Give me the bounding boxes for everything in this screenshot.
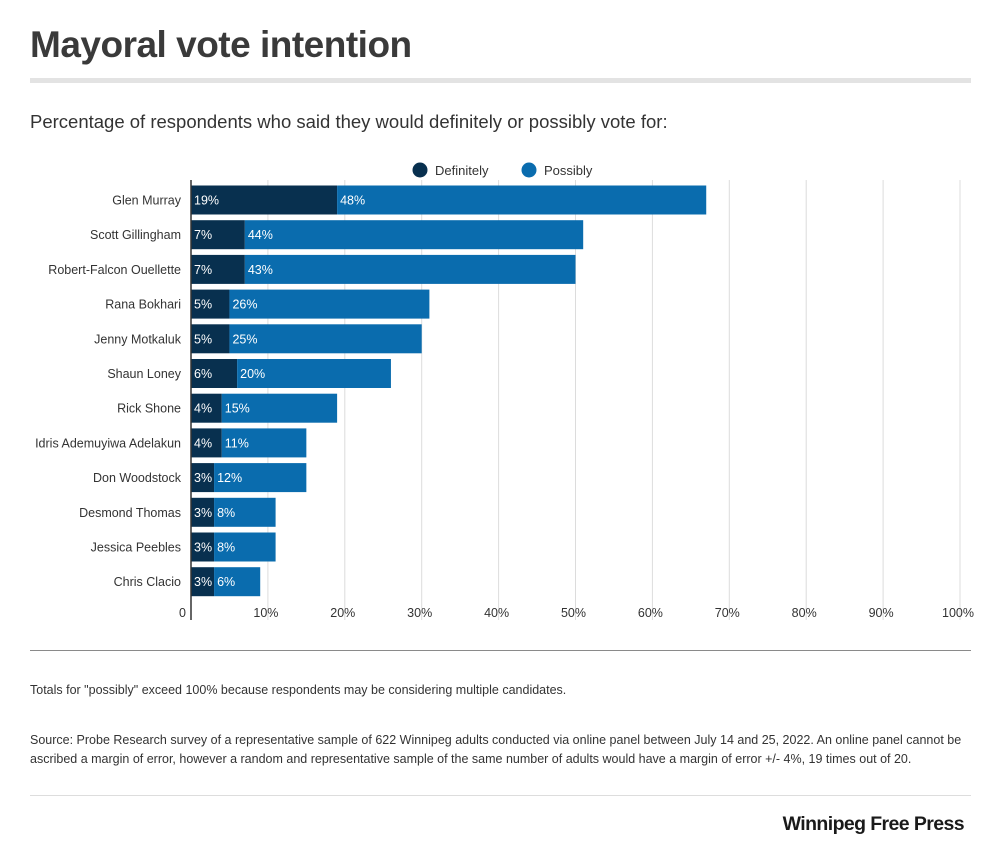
bar-definitely — [191, 359, 238, 388]
x-tick-label: 80% — [792, 606, 817, 620]
page-title: Mayoral vote intention — [30, 24, 412, 65]
category-label: Glen Murray — [112, 194, 182, 208]
bar-definitely — [191, 324, 230, 354]
x-tick-label: 70% — [715, 606, 740, 620]
category-label: Jenny Motkaluk — [94, 332, 182, 346]
x-tick-label: 30% — [407, 606, 432, 620]
x-tick-label: 50% — [561, 606, 586, 620]
bar-possibly — [229, 289, 430, 319]
data-label: 25% — [232, 332, 257, 346]
category-label: Desmond Thomas — [79, 506, 181, 520]
bar-possibly — [244, 220, 584, 250]
data-label: 15% — [225, 402, 250, 416]
category-label: Shaun Loney — [107, 367, 181, 381]
bar-possibly — [244, 254, 576, 284]
category-label: Don Woodstock — [93, 471, 182, 485]
data-label: 48% — [340, 194, 365, 208]
data-label: 7% — [194, 228, 212, 242]
data-label: 3% — [194, 541, 212, 555]
bar-possibly — [214, 532, 276, 562]
bar-definitely — [191, 428, 222, 458]
data-label: 43% — [248, 263, 273, 277]
category-label: Rana Bokhari — [105, 298, 181, 312]
legend-swatch-1 — [521, 162, 537, 178]
category-label: Scott Gillingham — [90, 228, 181, 242]
data-label: 3% — [194, 575, 212, 589]
data-label: 20% — [240, 367, 265, 381]
legend-label-0: Definitely — [435, 163, 489, 178]
bar-definitely — [191, 220, 245, 250]
category-label: Rick Shone — [117, 402, 181, 416]
data-label: 5% — [194, 298, 212, 312]
source-note: Source: Probe Research survey of a repre… — [30, 733, 962, 766]
data-label: 19% — [194, 194, 219, 208]
category-label: Jessica Peebles — [91, 541, 181, 555]
x-tick-label: 60% — [638, 606, 663, 620]
bar-possibly — [214, 567, 261, 597]
brand-logo: Winnipeg Free Press — [782, 813, 965, 835]
bar-possibly — [214, 497, 276, 527]
bar-possibly — [221, 393, 338, 423]
data-label: 26% — [232, 298, 257, 312]
bar-definitely — [191, 532, 215, 562]
data-label: 8% — [217, 506, 235, 520]
bar-definitely — [191, 567, 215, 597]
data-label: 3% — [194, 471, 212, 485]
bar-possibly — [337, 185, 707, 215]
data-label: 12% — [217, 471, 242, 485]
chart-subtitle: Percentage of respondents who said they … — [30, 111, 668, 132]
bar-possibly — [214, 463, 307, 493]
data-label: 4% — [194, 436, 212, 450]
stacked-bar-chart: Definitely Possibly Glen Murray 19% 48% Scott… — [35, 162, 974, 620]
bar-definitely — [191, 254, 245, 284]
category-label: Chris Clacio — [114, 575, 181, 589]
data-label: 11% — [225, 436, 249, 450]
data-label: 5% — [194, 332, 212, 346]
x-tick-label: 20% — [330, 606, 355, 620]
x-tick-label: 90% — [869, 606, 894, 620]
data-label: 8% — [217, 541, 235, 555]
data-label: 3% — [194, 506, 212, 520]
x-tick-label: 10% — [253, 606, 278, 620]
x-tick-label: 40% — [484, 606, 509, 620]
chart-bottom-divider — [30, 650, 971, 651]
bar-definitely — [191, 497, 215, 527]
legend-swatch-0 — [412, 162, 428, 178]
x-tick-label: 0 — [179, 606, 186, 620]
chart-note: Totals for "possibly" exceed 100% becaus… — [30, 683, 567, 697]
category-label: Robert-Falcon Ouellette — [48, 263, 181, 277]
data-label: 7% — [194, 263, 212, 277]
bar-definitely — [191, 185, 338, 215]
bar-definitely — [191, 463, 215, 493]
bar-possibly — [221, 428, 307, 458]
x-tick-label: 100% — [942, 606, 974, 620]
category-label: Idris Ademuyiwa Adelakun — [35, 436, 181, 450]
data-label: 4% — [194, 402, 212, 416]
data-label: 6% — [194, 367, 212, 381]
bar-possibly — [237, 359, 391, 388]
data-label: 44% — [248, 228, 273, 242]
bar-definitely — [191, 289, 230, 319]
bar-definitely — [191, 393, 222, 423]
title-divider — [30, 78, 971, 83]
data-label: 6% — [217, 575, 235, 589]
bar-possibly — [229, 324, 422, 354]
footer-divider — [30, 795, 971, 796]
legend-label-1: Possibly — [544, 163, 593, 178]
